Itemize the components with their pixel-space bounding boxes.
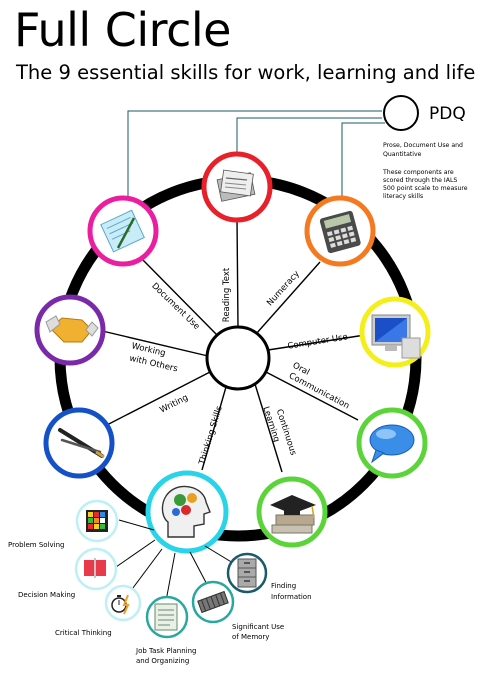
skill-node-writing (43, 407, 115, 479)
computer-monitor-icon (371, 314, 421, 359)
handshake-icon (45, 315, 99, 343)
label-computer-use: Computer Use (287, 332, 349, 351)
pdq-description-line2: Quantitative (383, 151, 422, 158)
calculator-icon (319, 210, 361, 254)
graduation-cap-icon (270, 495, 316, 534)
pen-on-clipboard (116, 217, 136, 249)
label-problem-solving: Problem Solving (8, 541, 64, 549)
planner-icon (154, 603, 178, 631)
label-job-task-line1: Job Task Planning (135, 647, 197, 655)
sub-skill-memory (191, 580, 235, 624)
pdq-description-line1: Prose, Document Use and (383, 142, 463, 149)
label-reading-text: Reading Text (222, 267, 232, 322)
pdq-note-line1: These components are (382, 169, 454, 176)
decision-cards-icon (84, 558, 106, 578)
stopwatch-icon (111, 594, 130, 615)
speech-bubble-icon (369, 424, 415, 464)
sub-skill-decision-making (74, 547, 118, 591)
pdq-note-line4: literacy skills (383, 193, 423, 200)
page-subtitle: The 9 essential skills for work, learnin… (16, 61, 476, 84)
pdq-connector-lines (127, 110, 385, 220)
skill-node-reading-text (201, 151, 273, 223)
sub-skill-critical-thinking (104, 584, 142, 622)
memory-chip-icon (197, 590, 229, 614)
rubiks-cube-icon (86, 510, 108, 532)
label-decision-making: Decision Making (18, 591, 75, 599)
skill-node-continuous-learning (256, 476, 328, 548)
skill-node-working-with-others (34, 294, 106, 366)
label-critical-thinking: Critical Thinking (55, 629, 112, 637)
newspaper-icon (216, 169, 256, 202)
file-cabinet-icon (237, 558, 257, 588)
skill-node-thinking-skills (145, 470, 229, 554)
label-working-line2: with Others (128, 354, 179, 375)
skill-node-oral-communication (356, 407, 428, 479)
pdq-node (383, 95, 419, 131)
pen-icon (58, 428, 105, 459)
skill-node-document-use (87, 195, 159, 267)
spokes (97, 217, 366, 473)
label-job-task-line2: and Organizing (136, 657, 189, 665)
label-memory-line1: Significant Use (232, 623, 284, 631)
head-gears-icon (161, 485, 211, 538)
label-oral-line2: Communication (287, 371, 351, 411)
skill-node-numeracy (304, 195, 376, 267)
skill-node-computer-use (359, 296, 431, 368)
label-memory-line2: of Memory (232, 633, 269, 641)
sub-skill-problem-solving (75, 499, 119, 543)
label-document-use: Document Use (149, 281, 201, 332)
center-hub (205, 325, 271, 391)
pdq-label: PDQ (429, 104, 466, 124)
pdq-note-line2: scored through the IALS (383, 177, 457, 184)
sub-skill-finding-information (226, 552, 268, 594)
label-finding-line1: Finding (271, 582, 296, 590)
sub-skill-job-task-planning (145, 595, 189, 639)
pdq-note-line3: 500 point scale to measure (383, 185, 468, 192)
label-thinking-skills: Thinking Skills (197, 404, 225, 467)
label-finding-line2: Information (271, 593, 312, 601)
page-title: Full Circle (14, 3, 231, 57)
